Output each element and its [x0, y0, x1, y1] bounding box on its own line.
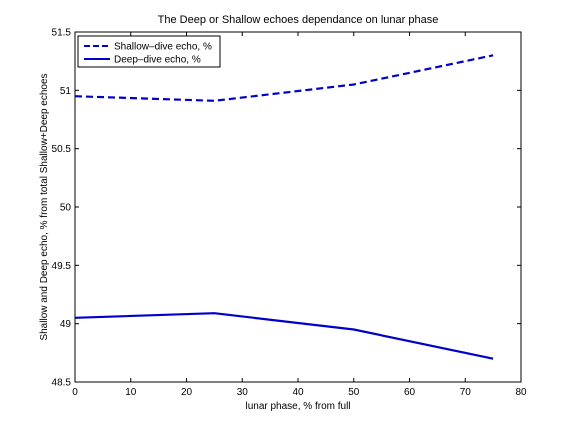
y-axis-label: Shallow and Deep echo, % from total Shal…: [39, 73, 50, 340]
chart-title: The Deep or Shallow echoes dependance on…: [158, 14, 439, 26]
y-tick-label: 50.5: [52, 144, 72, 155]
x-tick-label: 40: [292, 387, 304, 398]
y-tick-label: 49: [60, 319, 72, 330]
x-tick-label: 60: [404, 387, 416, 398]
x-tick-label: 20: [181, 387, 193, 398]
legend-label-shallow: Shallow–dive echo, %: [114, 42, 212, 53]
legend-box: [77, 35, 221, 68]
x-tick-label: 0: [72, 387, 78, 398]
x-tick-label: 50: [348, 387, 360, 398]
plot-area: [74, 31, 522, 383]
legend: Shallow–dive echo, % Deep–dive echo, %: [77, 35, 221, 68]
y-tick-label: 50: [60, 203, 72, 214]
y-tick-label: 49.5: [52, 261, 72, 272]
legend-label-deep: Deep–dive echo, %: [114, 55, 201, 66]
y-tick-label: 48.5: [52, 378, 72, 389]
x-tick-label: 80: [515, 387, 527, 398]
y-tick-label: 51.5: [52, 28, 72, 39]
x-tick-label: 10: [125, 387, 137, 398]
x-tick-label: 70: [460, 387, 472, 398]
series-line-shallow: [74, 54, 494, 102]
y-axis-tick-labels: 48.5 49 49.5 50 50.5 51 51.5: [52, 28, 72, 389]
x-axis-label: lunar phase, % from full: [245, 401, 350, 412]
x-axis-tick-labels: 0 10 20 30 40 50 60 70 80: [72, 387, 527, 398]
x-tick-label: 30: [237, 387, 249, 398]
axis-ticks: [74, 31, 522, 383]
y-tick-label: 51: [60, 86, 72, 97]
series-lines: [74, 54, 494, 360]
series-line-deep: [74, 312, 494, 360]
